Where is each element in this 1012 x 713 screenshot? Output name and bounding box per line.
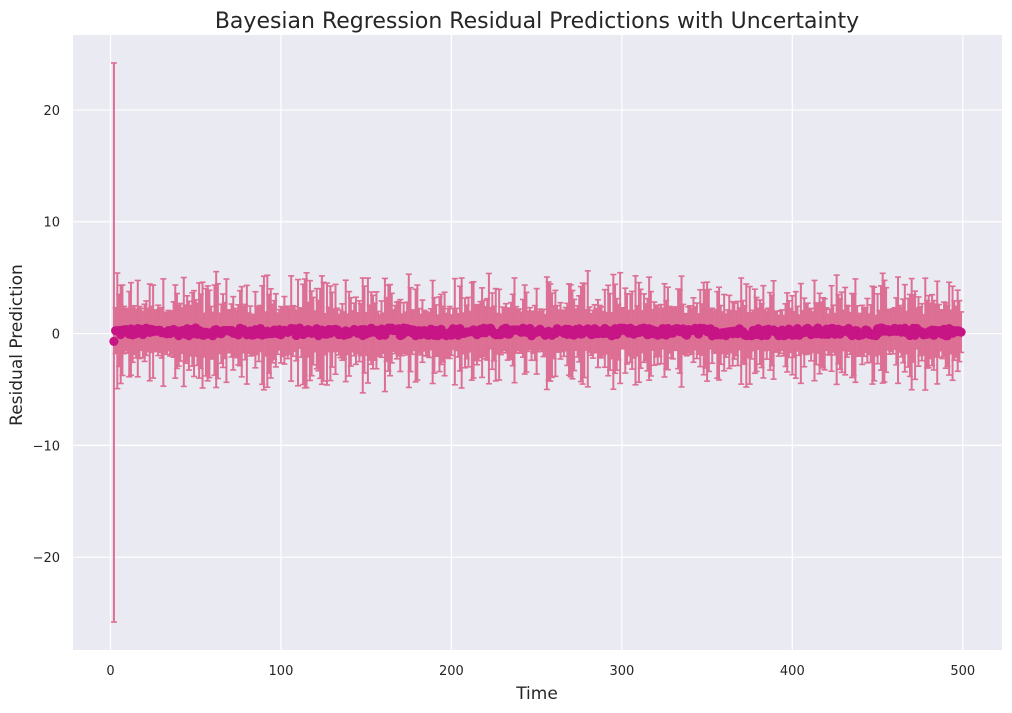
- x-tick-label: 300: [609, 664, 634, 679]
- watermark: CSDN @我不是小upper: [828, 686, 1006, 705]
- y-tick-label: −20: [33, 551, 60, 566]
- chart-title: Bayesian Regression Residual Predictions…: [215, 9, 859, 34]
- x-tick-label: 400: [780, 664, 805, 679]
- x-tick-label: 100: [269, 664, 294, 679]
- data-points: [109, 323, 966, 346]
- x-tick-label: 0: [106, 664, 114, 679]
- x-tick-labels: 0 100 200 300 400 500: [106, 664, 975, 679]
- y-tick-label: 20: [43, 104, 60, 119]
- y-tick-label: −10: [33, 439, 60, 454]
- data-point: [109, 336, 119, 346]
- data-point: [956, 327, 966, 337]
- x-axis-label: Time: [515, 684, 558, 704]
- y-tick-label: 10: [43, 216, 60, 231]
- x-tick-label: 200: [439, 664, 464, 679]
- y-tick-label: 0: [52, 328, 60, 343]
- y-axis-label: Residual Prediction: [7, 264, 27, 426]
- y-tick-labels: −20 −10 0 10 20: [33, 104, 60, 566]
- x-tick-label: 500: [950, 664, 975, 679]
